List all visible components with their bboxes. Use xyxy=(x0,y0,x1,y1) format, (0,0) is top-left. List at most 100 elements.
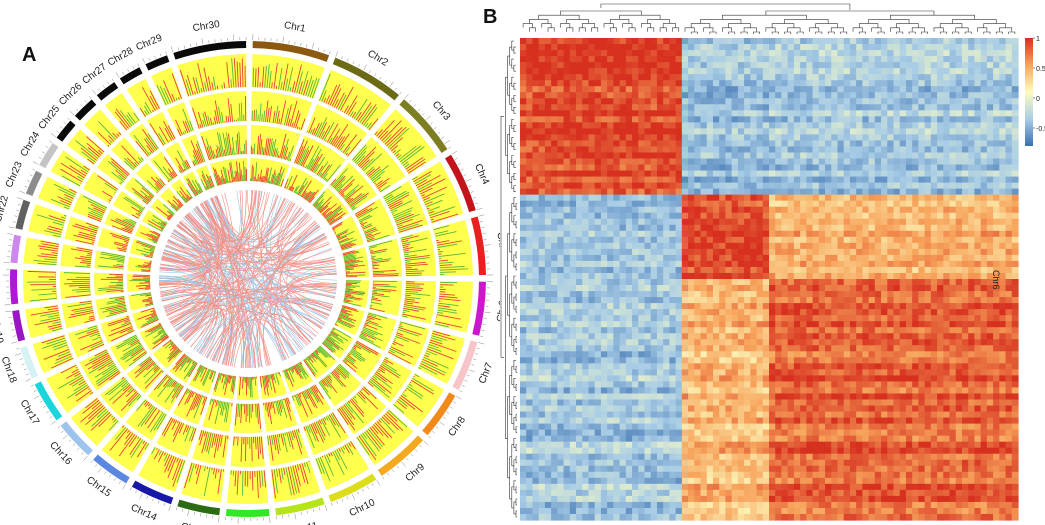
heatmap-cell xyxy=(793,327,801,334)
track-bars xyxy=(185,178,204,197)
heatmap-cell xyxy=(557,321,565,328)
heatmap-cell xyxy=(775,248,783,256)
track-bars xyxy=(147,176,166,194)
heatmap-cell xyxy=(569,140,577,148)
heatmap-cell xyxy=(600,224,608,232)
heatmap-cell xyxy=(544,56,552,63)
heatmap-cell xyxy=(520,92,527,99)
link xyxy=(180,312,222,357)
heatmap-cell xyxy=(700,116,708,123)
heatmap-cell xyxy=(669,242,677,250)
heatmap-cell xyxy=(800,224,807,232)
heatmap-cell xyxy=(582,146,590,154)
heatmap-cell xyxy=(955,170,963,178)
heatmap-cell xyxy=(793,134,801,142)
heatmap-cell xyxy=(656,248,664,256)
heatmap-cell xyxy=(843,80,851,87)
heatmap-cell xyxy=(874,218,882,226)
heatmap-cell xyxy=(744,266,751,274)
heatmap-cell xyxy=(893,110,901,117)
heatmap-cell xyxy=(974,339,982,346)
heatmap-cell xyxy=(812,182,820,190)
heatmap-cell xyxy=(688,351,695,358)
heatmap-cell xyxy=(868,44,876,51)
heatmap-cell xyxy=(905,266,913,274)
heatmap-cell xyxy=(600,116,608,123)
link xyxy=(159,191,266,283)
heatmap-cell xyxy=(588,50,596,57)
heatmap-cell xyxy=(912,62,919,69)
heatmap-cell xyxy=(899,351,907,358)
heatmap-cell xyxy=(918,224,926,232)
track-bars xyxy=(434,281,462,328)
heatmap-cell xyxy=(986,152,994,160)
heatmap-cell xyxy=(594,333,602,340)
heatmap-cell xyxy=(769,297,776,304)
heatmap-cell xyxy=(619,315,627,322)
heatmap-cell xyxy=(744,260,751,268)
track-bars xyxy=(153,374,184,403)
heatmap-cell xyxy=(881,68,888,75)
heatmap-cell xyxy=(937,315,944,322)
heatmap-cell xyxy=(644,164,652,172)
track-bars xyxy=(318,363,350,400)
link xyxy=(209,236,327,360)
heatmap-cell xyxy=(625,218,633,226)
heatmap-cell xyxy=(881,74,888,81)
heatmap-cell xyxy=(918,236,926,244)
link xyxy=(184,310,309,345)
heatmap-cell xyxy=(775,92,783,99)
heatmap-cell xyxy=(862,285,870,292)
heatmap-cell xyxy=(700,206,708,214)
heatmap-cell xyxy=(1011,327,1019,334)
heatmap-cell xyxy=(924,242,932,250)
heatmap-cell xyxy=(937,152,944,160)
heatmap-cell xyxy=(793,38,801,45)
heatmap-cell xyxy=(706,351,714,358)
heatmap-cell xyxy=(968,128,976,135)
heatmap-cell xyxy=(818,104,826,111)
heatmap-cell xyxy=(613,339,621,346)
heatmap-cell xyxy=(663,363,670,370)
heatmap-cell xyxy=(644,38,652,45)
heatmap-cell xyxy=(663,339,670,346)
heatmap-cell xyxy=(800,140,807,148)
heatmap-cell xyxy=(700,218,708,226)
heatmap-cell xyxy=(607,297,614,304)
heatmap-cell xyxy=(843,188,851,196)
heatmap-cell xyxy=(961,224,969,232)
heatmap-cell xyxy=(712,62,720,69)
heatmap-cell xyxy=(532,98,540,105)
heatmap-cell xyxy=(544,182,552,190)
heatmap-cell xyxy=(725,351,733,358)
heatmap-cell xyxy=(712,44,720,51)
heatmap-cell xyxy=(787,327,795,334)
heatmap-cell xyxy=(551,92,558,99)
heatmap-cell xyxy=(993,279,1000,286)
heatmap-cell xyxy=(937,86,944,93)
heatmap-cell xyxy=(594,80,602,87)
heatmap-cell xyxy=(912,321,919,328)
heatmap-cell xyxy=(818,351,826,358)
heatmap-cell xyxy=(681,62,689,69)
heatmap-cell xyxy=(806,152,814,160)
heatmap-cell xyxy=(986,345,994,352)
heatmap-cell xyxy=(520,140,527,148)
heatmap-cell xyxy=(700,285,708,292)
heatmap-cell xyxy=(980,345,988,352)
heatmap-cell xyxy=(669,170,677,178)
heatmap-cell xyxy=(669,266,677,274)
heatmap-cell xyxy=(675,309,683,316)
heatmap-cell xyxy=(831,212,839,220)
heatmap-cell xyxy=(955,206,963,214)
heatmap-cell xyxy=(787,170,795,178)
heatmap-cell xyxy=(563,218,571,226)
heatmap-cell xyxy=(993,315,1000,322)
heatmap-cell xyxy=(532,315,540,322)
heatmap-cell xyxy=(694,194,702,202)
heatmap-cell xyxy=(825,128,832,135)
heatmap-cell xyxy=(607,200,614,208)
heatmap-cell xyxy=(625,110,633,117)
heatmap-cell xyxy=(918,158,926,166)
heatmap-cell xyxy=(706,357,714,364)
